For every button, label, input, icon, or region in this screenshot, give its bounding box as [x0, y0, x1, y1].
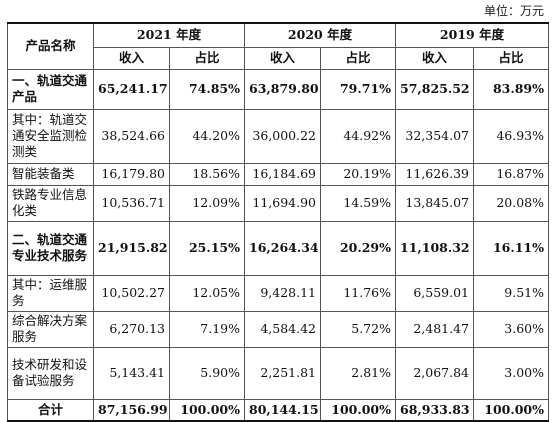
cell-revenue: 36,000.22	[244, 108, 321, 164]
cell-share: 11.76%	[320, 274, 396, 312]
cell-revenue: 6,270.13	[93, 310, 170, 348]
cell-revenue: 6,559.01	[395, 274, 474, 312]
cell-revenue: 68,933.83	[395, 398, 474, 422]
header-year-2020: 2020 年度	[244, 22, 396, 48]
cell-revenue: 65,241.17	[93, 68, 170, 110]
row-name: 综合解决方案服务	[7, 310, 94, 348]
row-name: 智能装备类	[7, 162, 94, 186]
table-row: 技术研发和设备试验服务 5,143.41 5.90% 2,251.81 2.81…	[7, 346, 549, 400]
header-share: 占比	[320, 46, 396, 70]
cell-revenue: 11,108.32	[395, 220, 474, 276]
row-name: 技术研发和设备试验服务	[7, 346, 94, 400]
cell-revenue: 21,915.82	[93, 220, 170, 276]
cell-share: 9.51%	[473, 274, 549, 312]
table-row: 铁路专业信息化类 10,536.71 12.09% 11,694.90 14.5…	[7, 184, 549, 222]
header-year-2019: 2019 年度	[395, 22, 549, 48]
cell-share: 14.59%	[320, 184, 396, 222]
cell-share: 46.93%	[473, 108, 549, 164]
header-revenue: 收入	[244, 46, 321, 70]
cell-share: 20.19%	[320, 162, 396, 186]
row-name: 其中：轨道交通安全监测检测类	[7, 108, 94, 164]
cell-share: 18.56%	[169, 162, 245, 186]
cell-revenue: 16,184.69	[244, 162, 321, 186]
cell-share: 5.72%	[320, 310, 396, 348]
cell-share: 12.09%	[169, 184, 245, 222]
cell-share: 74.85%	[169, 68, 245, 110]
cell-share: 79.71%	[320, 68, 396, 110]
cell-share: 16.87%	[473, 162, 549, 186]
header-revenue: 收入	[93, 46, 170, 70]
cell-share: 25.15%	[169, 220, 245, 276]
cell-revenue: 32,354.07	[395, 108, 474, 164]
cell-revenue: 11,694.90	[244, 184, 321, 222]
cell-revenue: 4,584.42	[244, 310, 321, 348]
header-category: 产品名称	[7, 22, 94, 70]
cell-share: 16.11%	[473, 220, 549, 276]
cell-share: 12.05%	[169, 274, 245, 312]
cell-share: 100.00%	[473, 398, 549, 422]
cell-revenue: 5,143.41	[93, 346, 170, 400]
header-share: 占比	[473, 46, 549, 70]
cell-revenue: 2,481.47	[395, 310, 474, 348]
cell-revenue: 11,626.39	[395, 162, 474, 186]
table-row: 其中：运维服务 10,502.27 12.05% 9,428.11 11.76%…	[7, 274, 549, 312]
cell-share: 44.92%	[320, 108, 396, 164]
cell-revenue: 9,428.11	[244, 274, 321, 312]
row-name: 铁路专业信息化类	[7, 184, 94, 222]
cell-revenue: 63,879.80	[244, 68, 321, 110]
cell-share: 20.29%	[320, 220, 396, 276]
cell-revenue: 2,067.84	[395, 346, 474, 400]
table-body: 一、轨道交通产品 65,241.17 74.85% 63,879.80 79.7…	[7, 68, 549, 422]
header-year-2021: 2021 年度	[93, 22, 245, 48]
table-row: 综合解决方案服务 6,270.13 7.19% 4,584.42 5.72% 2…	[7, 310, 549, 348]
row-name: 其中：运维服务	[7, 274, 94, 312]
cell-revenue: 10,536.71	[93, 184, 170, 222]
cell-share: 5.90%	[169, 346, 245, 400]
cell-revenue: 38,524.66	[93, 108, 170, 164]
table-row: 智能装备类 16,179.80 18.56% 16,184.69 20.19% …	[7, 162, 549, 186]
cell-share: 83.89%	[473, 68, 549, 110]
cell-share: 100.00%	[169, 398, 245, 422]
cell-revenue: 80,144.15	[244, 398, 321, 422]
row-name: 一、轨道交通产品	[7, 68, 94, 110]
revenue-table: 产品名称 2021 年度 2020 年度 2019 年度 收入 占比 收入 占比…	[7, 22, 549, 422]
cell-share: 100.00%	[320, 398, 396, 422]
cell-revenue: 16,264.34	[244, 220, 321, 276]
table-row: 其中：轨道交通安全监测检测类 38,524.66 44.20% 36,000.2…	[7, 108, 549, 164]
header-share: 占比	[169, 46, 245, 70]
cell-revenue: 16,179.80	[93, 162, 170, 186]
cell-revenue: 57,825.52	[395, 68, 474, 110]
row-name: 合计	[7, 398, 94, 422]
cell-share: 3.60%	[473, 310, 549, 348]
cell-share: 20.08%	[473, 184, 549, 222]
unit-label: 单位：万元	[483, 4, 544, 18]
table-row: 二、轨道交通专业技术服务 21,915.82 25.15% 16,264.34 …	[7, 220, 549, 276]
total-row: 合计 87,156.99 100.00% 80,144.15 100.00% 6…	[7, 398, 549, 422]
cell-revenue: 10,502.27	[93, 274, 170, 312]
cell-revenue: 87,156.99	[93, 398, 170, 422]
cell-share: 3.00%	[473, 346, 549, 400]
cell-share: 2.81%	[320, 346, 396, 400]
cell-share: 44.20%	[169, 108, 245, 164]
row-name: 二、轨道交通专业技术服务	[7, 220, 94, 276]
header-revenue: 收入	[395, 46, 474, 70]
cell-revenue: 2,251.81	[244, 346, 321, 400]
cell-revenue: 13,845.07	[395, 184, 474, 222]
cell-share: 7.19%	[169, 310, 245, 348]
table-row: 一、轨道交通产品 65,241.17 74.85% 63,879.80 79.7…	[7, 68, 549, 110]
